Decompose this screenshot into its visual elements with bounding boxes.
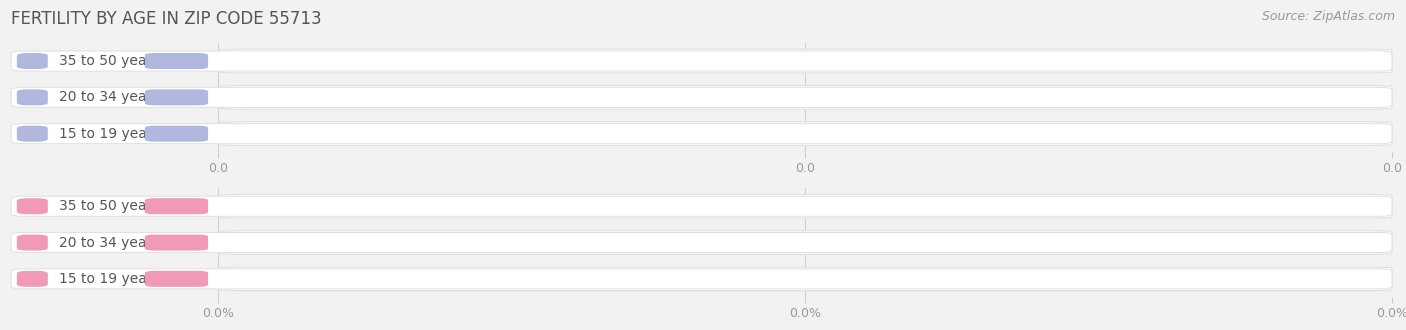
- FancyBboxPatch shape: [218, 122, 1392, 146]
- Text: 20 to 34 years: 20 to 34 years: [59, 90, 159, 104]
- Text: 15 to 19 years: 15 to 19 years: [59, 127, 160, 141]
- Text: 0.0: 0.0: [166, 91, 187, 104]
- FancyBboxPatch shape: [218, 267, 1392, 291]
- FancyBboxPatch shape: [218, 49, 1392, 73]
- FancyBboxPatch shape: [218, 85, 1392, 109]
- Text: FERTILITY BY AGE IN ZIP CODE 55713: FERTILITY BY AGE IN ZIP CODE 55713: [11, 10, 322, 28]
- Text: 15 to 19 years: 15 to 19 years: [59, 272, 160, 286]
- Text: 35 to 50 years: 35 to 50 years: [59, 199, 159, 213]
- Text: Source: ZipAtlas.com: Source: ZipAtlas.com: [1261, 10, 1395, 23]
- FancyBboxPatch shape: [218, 231, 1392, 254]
- Text: 0.0%: 0.0%: [159, 200, 194, 213]
- Text: 0.0: 0.0: [166, 54, 187, 68]
- Text: 0.0%: 0.0%: [159, 272, 194, 285]
- Text: 20 to 34 years: 20 to 34 years: [59, 236, 159, 249]
- Text: 35 to 50 years: 35 to 50 years: [59, 54, 159, 68]
- Text: 0.0: 0.0: [166, 127, 187, 140]
- Text: 0.0%: 0.0%: [159, 236, 194, 249]
- FancyBboxPatch shape: [218, 194, 1392, 218]
